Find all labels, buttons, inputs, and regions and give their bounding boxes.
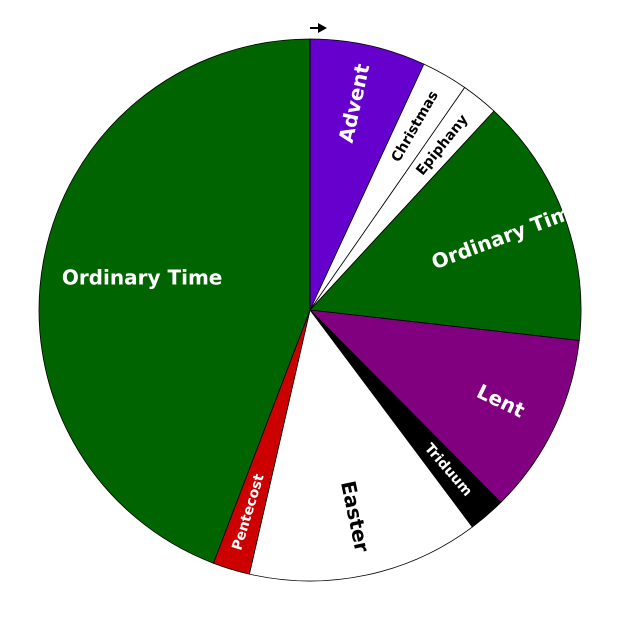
pie-slice — [38, 38, 311, 564]
pie-slice — [309, 38, 425, 311]
start-arrow — [310, 23, 327, 33]
pie-slice — [248, 309, 473, 582]
slice-label: Ordinary Time — [62, 266, 223, 290]
pie-slice — [309, 110, 582, 341]
pie-slice — [308, 309, 580, 504]
